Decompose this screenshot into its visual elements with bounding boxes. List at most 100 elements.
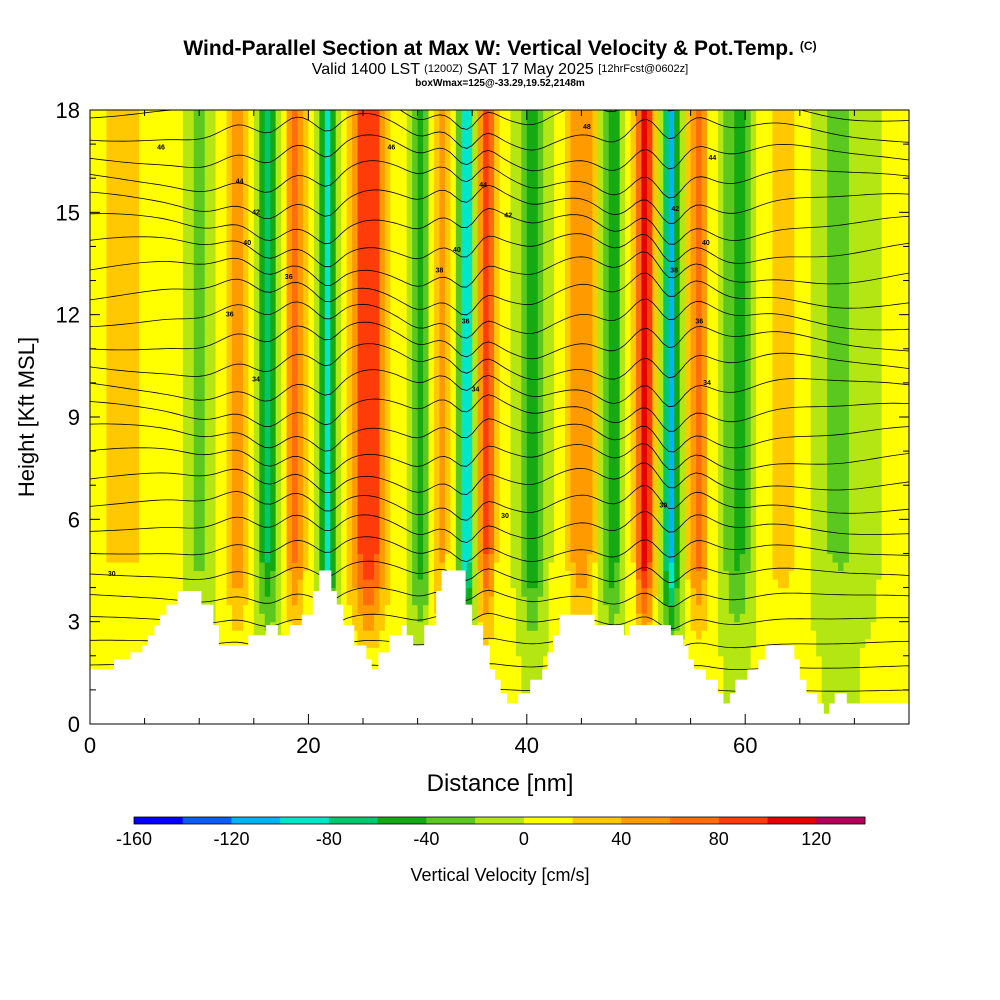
velocity-cell xyxy=(827,527,850,537)
velocity-cell xyxy=(461,246,473,256)
velocity-cell xyxy=(592,417,599,427)
velocity-cell xyxy=(270,468,277,478)
velocity-cell xyxy=(292,365,299,375)
velocity-cell xyxy=(515,587,522,597)
velocity-cell xyxy=(308,357,315,367)
velocity-cell xyxy=(412,195,419,205)
velocity-cell xyxy=(439,195,446,205)
velocity-cell xyxy=(330,579,337,589)
velocity-cell xyxy=(756,272,774,282)
velocity-cell xyxy=(461,237,473,248)
velocity-cell xyxy=(663,408,670,418)
velocity-cell xyxy=(319,297,326,307)
velocity-cell xyxy=(346,263,353,273)
velocity-cell xyxy=(685,331,692,341)
velocity-cell xyxy=(428,297,435,307)
velocity-cell xyxy=(756,289,774,299)
velocity-cell xyxy=(215,365,228,375)
velocity-cell xyxy=(494,357,501,367)
velocity-cell xyxy=(668,587,675,597)
velocity-cell xyxy=(663,280,670,290)
velocity-cell xyxy=(706,587,719,597)
velocity-cell xyxy=(182,451,195,461)
velocity-cell xyxy=(379,570,386,580)
velocity-cell xyxy=(679,391,686,401)
velocity-cell xyxy=(286,570,293,580)
velocity-cell xyxy=(734,536,746,546)
velocity-cell xyxy=(264,203,271,213)
velocity-cell xyxy=(794,536,812,546)
velocity-cell xyxy=(412,399,419,410)
velocity-cell xyxy=(810,621,872,631)
velocity-cell xyxy=(472,195,479,205)
velocity-cell xyxy=(794,451,812,461)
velocity-cell xyxy=(193,272,206,282)
velocity-cell xyxy=(330,203,337,213)
velocity-cell xyxy=(794,493,812,503)
velocity-cell xyxy=(313,391,320,401)
velocity-cell xyxy=(848,510,883,520)
velocity-cell xyxy=(270,587,277,597)
velocity-cell xyxy=(636,280,643,290)
velocity-cell xyxy=(603,544,610,555)
velocity-cell xyxy=(537,212,544,222)
velocity-cell xyxy=(384,391,391,401)
velocity-cell xyxy=(302,340,309,350)
velocity-cell xyxy=(253,544,260,555)
velocity-cell xyxy=(341,237,348,248)
velocity-cell xyxy=(592,434,599,444)
velocity-cell xyxy=(679,280,686,290)
velocity-cell xyxy=(827,186,850,196)
velocity-cell xyxy=(324,365,331,375)
velocity-cell xyxy=(248,553,255,563)
velocity-cell xyxy=(630,323,637,333)
velocity-cell xyxy=(625,186,632,196)
velocity-cell xyxy=(330,297,337,307)
velocity-cell xyxy=(182,519,195,529)
velocity-cell xyxy=(794,212,812,222)
velocity-cell xyxy=(663,374,670,384)
velocity-cell xyxy=(275,468,282,478)
velocity-cell xyxy=(335,382,342,393)
velocity-cell xyxy=(494,604,517,614)
velocity-cell xyxy=(324,451,331,461)
velocity-cell xyxy=(570,263,593,273)
velocity-cell xyxy=(472,289,479,299)
velocity-cell xyxy=(264,220,271,230)
velocity-cell xyxy=(827,399,850,410)
velocity-cell xyxy=(270,306,277,316)
velocity-cell xyxy=(226,374,233,384)
velocity-cell xyxy=(286,485,293,495)
velocity-cell xyxy=(881,442,909,452)
velocity-cell xyxy=(253,476,260,486)
velocity-cell xyxy=(674,579,681,589)
velocity-cell xyxy=(433,502,441,512)
velocity-cell xyxy=(330,323,337,333)
velocity-cell xyxy=(281,468,288,478)
velocity-cell xyxy=(603,570,610,580)
velocity-cell xyxy=(674,425,681,435)
velocity-cell xyxy=(346,297,353,307)
velocity-cell xyxy=(526,502,539,512)
velocity-cell xyxy=(308,399,315,410)
velocity-cell xyxy=(488,186,495,196)
velocity-cell xyxy=(270,417,277,427)
velocity-cell xyxy=(450,246,457,256)
velocity-cell xyxy=(685,280,692,290)
velocity-cell xyxy=(450,280,457,290)
velocity-cell xyxy=(565,289,572,299)
velocity-cell xyxy=(439,408,446,418)
velocity-cell xyxy=(450,331,457,341)
velocity-cell xyxy=(253,579,260,589)
title-main: Wind-Parallel Section at Max W: Vertical… xyxy=(183,37,794,60)
velocity-cell xyxy=(630,519,637,529)
velocity-cell xyxy=(696,220,703,230)
velocity-cell xyxy=(537,399,544,410)
velocity-cell xyxy=(330,536,337,546)
velocity-cell xyxy=(756,630,817,640)
velocity-cell xyxy=(608,604,621,614)
velocity-cell xyxy=(706,178,719,188)
velocity-cell xyxy=(668,289,675,299)
velocity-cell xyxy=(379,331,386,341)
velocity-cell xyxy=(641,408,648,418)
